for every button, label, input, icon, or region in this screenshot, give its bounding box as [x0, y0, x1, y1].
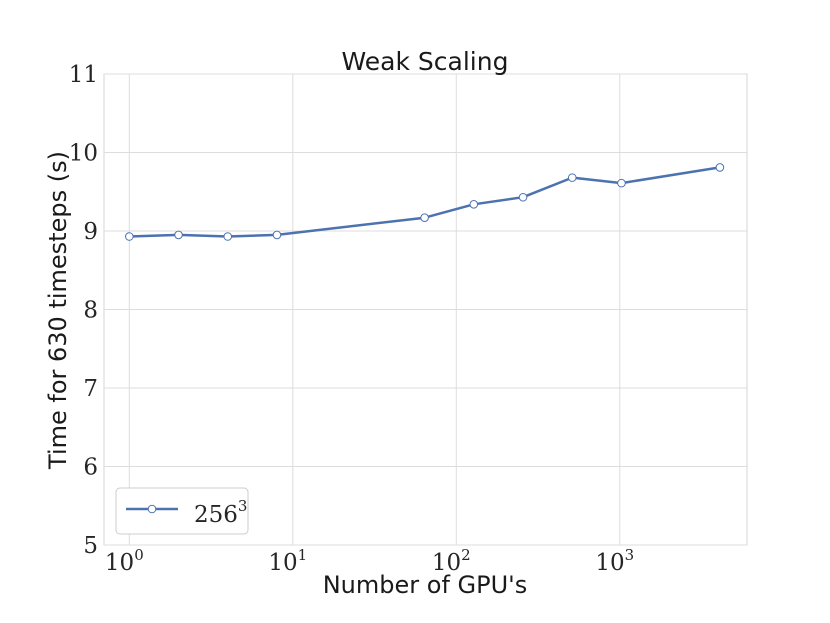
x-tick-base-2: 10 — [432, 550, 461, 576]
y-tick-label-3: 8 — [83, 298, 98, 324]
x-tick-label-1: 101 — [268, 546, 307, 576]
legend: 2563 — [115, 487, 249, 535]
y-tick-label-0: 5 — [83, 533, 98, 559]
y-tick-label-4: 9 — [83, 219, 98, 245]
x-tick-base-0: 10 — [105, 550, 134, 576]
x-tick-base-1: 10 — [268, 550, 297, 576]
data-point-0-4 — [420, 213, 429, 222]
y-tick-label-1: 6 — [83, 455, 98, 481]
data-point-0-5 — [469, 200, 479, 209]
x-tick-exponent-1: 1 — [298, 546, 308, 564]
y-tick-label-6: 11 — [69, 62, 98, 88]
y-axis-ticks: 5 6 7 8 9 10 11 — [69, 62, 98, 559]
x-tick-exponent-2: 2 — [461, 546, 471, 564]
data-point-0-2 — [223, 232, 233, 241]
data-point-0-6 — [518, 192, 528, 202]
chart-title: Weak Scaling — [342, 47, 509, 76]
y-tick-label-2: 7 — [83, 376, 98, 402]
data-point-0-7 — [567, 173, 577, 182]
series-line-0 — [129, 166, 721, 238]
data-point-0-8 — [617, 178, 626, 188]
x-tick-label-3: 103 — [595, 546, 634, 576]
grid-lines — [104, 73, 747, 546]
x-tick-exponent-0: 0 — [134, 546, 144, 564]
legend-marker-sample — [147, 504, 157, 514]
x-axis-label: Number of GPU's — [323, 571, 528, 599]
legend-entry-256-cubed: 2563 — [194, 497, 247, 528]
legend-entry-exponent: 3 — [238, 497, 248, 515]
data-point-0-9 — [715, 163, 725, 172]
data-point-0-3 — [272, 230, 282, 240]
x-tick-label-2: 102 — [432, 546, 471, 576]
legend-box — [115, 487, 249, 535]
legend-entry-base: 256 — [194, 502, 238, 528]
x-axis-ticks: 100 101 102 103 — [105, 546, 634, 576]
x-tick-base-3: 10 — [595, 550, 624, 576]
series-layer — [125, 163, 725, 241]
y-tick-label-5: 10 — [69, 141, 98, 167]
y-axis-label: Time for 630 timesteps (s) — [44, 151, 72, 470]
data-point-0-0 — [125, 232, 134, 241]
x-tick-exponent-3: 3 — [625, 546, 635, 564]
x-tick-label-0: 100 — [105, 546, 144, 576]
data-point-0-1 — [174, 230, 183, 240]
